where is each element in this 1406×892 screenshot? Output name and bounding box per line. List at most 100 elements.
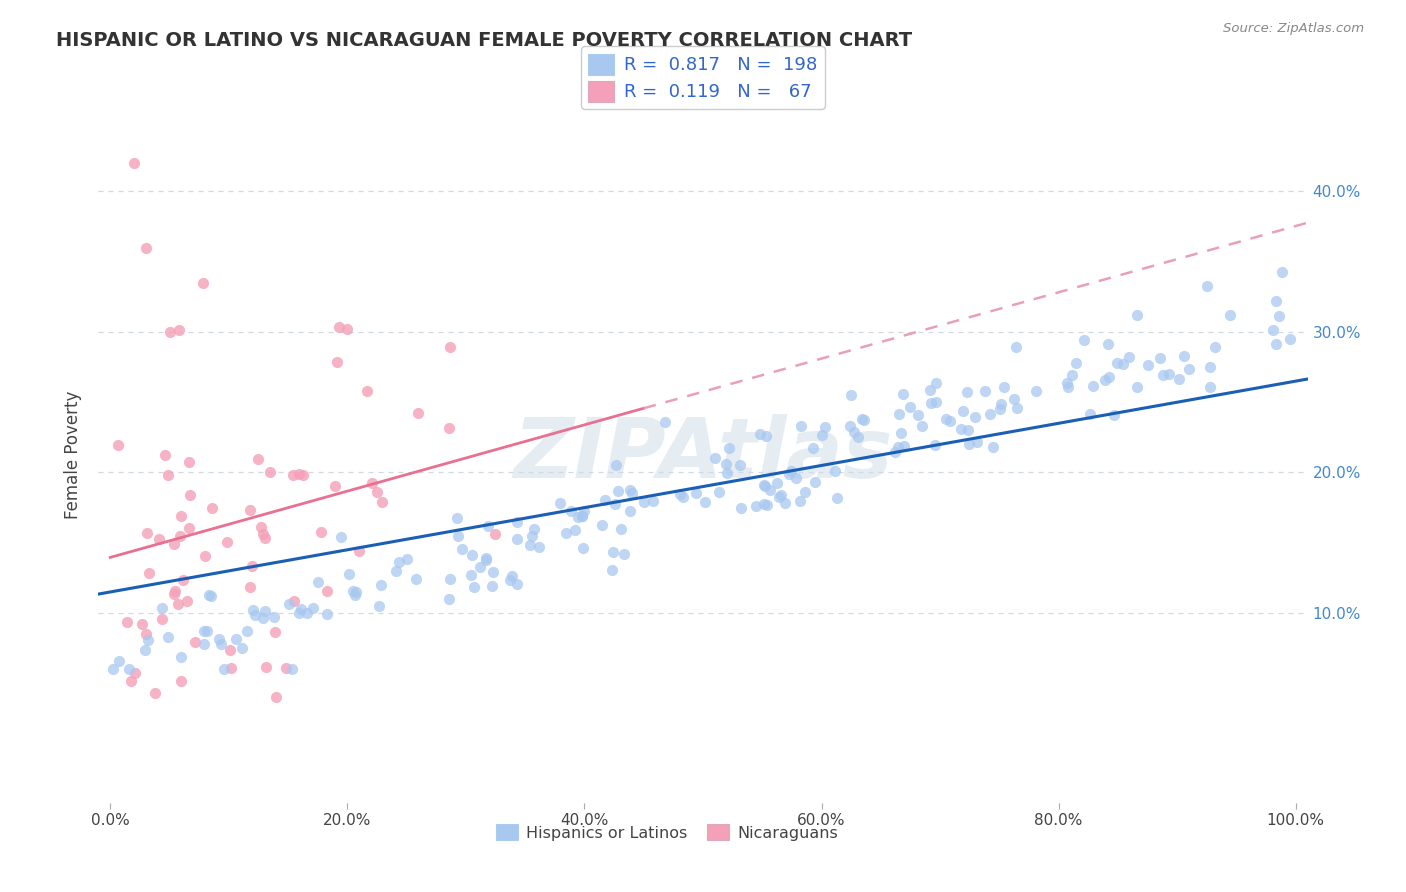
Point <box>1112 358 1135 372</box>
Point <box>911 419 934 434</box>
Point <box>1056 376 1078 390</box>
Point <box>169 529 191 543</box>
Point <box>950 422 973 436</box>
Point <box>1199 380 1222 394</box>
Point <box>717 441 740 455</box>
Point <box>966 435 988 450</box>
Point <box>169 508 191 523</box>
Point <box>252 526 274 541</box>
Point <box>981 441 1004 455</box>
Point <box>907 408 929 422</box>
Point <box>765 475 787 490</box>
Point <box>170 649 193 664</box>
Point <box>669 487 692 501</box>
Point <box>343 588 366 602</box>
Point <box>150 601 173 615</box>
Point <box>501 568 523 582</box>
Point <box>437 421 460 435</box>
Point <box>107 437 129 451</box>
Point <box>499 573 522 587</box>
Point <box>325 479 347 493</box>
Point <box>522 529 544 543</box>
Point <box>315 607 337 621</box>
Point <box>1199 360 1222 375</box>
Point <box>853 413 876 427</box>
Point <box>769 488 792 502</box>
Point <box>159 325 181 339</box>
Point <box>898 400 921 414</box>
Point <box>619 483 641 497</box>
Point <box>1152 368 1174 383</box>
Point <box>200 589 222 603</box>
Point <box>482 565 505 579</box>
Point <box>505 532 527 546</box>
Point <box>138 633 160 648</box>
Point <box>1137 358 1160 372</box>
Point <box>239 503 262 517</box>
Point <box>824 464 846 478</box>
Point <box>1261 323 1284 337</box>
Point <box>591 518 613 533</box>
Point <box>179 521 201 535</box>
Point <box>344 584 367 599</box>
Point <box>811 427 834 442</box>
Point <box>167 597 190 611</box>
Point <box>122 156 145 170</box>
Point <box>124 666 146 681</box>
Point <box>209 636 232 650</box>
Point <box>239 580 262 594</box>
Point <box>1218 308 1240 322</box>
Point <box>988 401 1011 416</box>
Point <box>177 455 200 469</box>
Point <box>893 439 915 453</box>
Point <box>1267 309 1289 323</box>
Point <box>1064 356 1087 370</box>
Point <box>974 384 997 398</box>
Point <box>1159 367 1181 381</box>
Point <box>1062 368 1084 382</box>
Point <box>1125 379 1147 393</box>
Point <box>135 241 157 255</box>
Point <box>342 583 364 598</box>
Point <box>564 523 586 537</box>
Point <box>136 526 159 541</box>
Point <box>1098 370 1121 384</box>
Point <box>218 642 240 657</box>
Y-axis label: Female Poverty: Female Poverty <box>65 391 83 519</box>
Point <box>1118 350 1140 364</box>
Point <box>475 553 498 567</box>
Point <box>730 458 752 473</box>
Point <box>619 504 641 518</box>
Point <box>956 424 979 438</box>
Point <box>118 662 141 676</box>
Point <box>176 593 198 607</box>
Text: HISPANIC OR LATINO VS NICARAGUAN FEMALE POVERTY CORRELATION CHART: HISPANIC OR LATINO VS NICARAGUAN FEMALE … <box>56 31 912 50</box>
Point <box>236 624 259 638</box>
Point <box>1126 308 1149 322</box>
Point <box>263 609 285 624</box>
Point <box>842 425 865 439</box>
Point <box>131 617 153 632</box>
Point <box>571 509 593 524</box>
Point <box>439 591 461 606</box>
Point <box>1204 340 1226 354</box>
Point <box>883 445 905 459</box>
Point <box>952 404 974 418</box>
Point <box>1094 374 1116 388</box>
Point <box>887 440 910 454</box>
Point <box>789 494 811 508</box>
Point <box>571 508 593 523</box>
Point <box>169 323 191 337</box>
Point <box>610 522 633 536</box>
Point <box>370 577 392 591</box>
Point <box>773 495 796 509</box>
Point <box>103 662 125 676</box>
Point <box>803 441 825 455</box>
Point <box>523 522 546 536</box>
Point <box>814 419 837 434</box>
Point <box>963 410 986 425</box>
Point <box>754 479 776 493</box>
Point <box>405 572 427 586</box>
Point <box>307 575 329 590</box>
Point <box>1097 336 1119 351</box>
